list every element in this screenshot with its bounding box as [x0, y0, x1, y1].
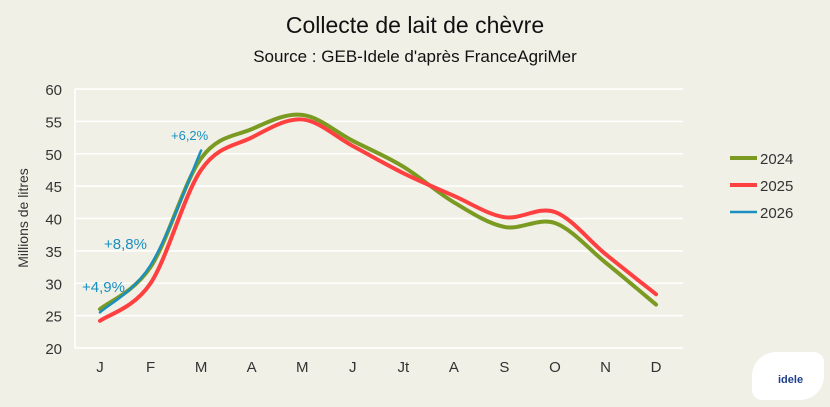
x-tick-label: D: [651, 359, 662, 376]
y-tick-label: 35: [45, 244, 62, 261]
y-tick-label: 55: [45, 114, 62, 131]
y-tick-label: 30: [45, 276, 62, 293]
y-tick-label: 45: [45, 179, 62, 196]
legend-label-2026: 2026: [760, 205, 793, 222]
x-tick-label: N: [600, 359, 611, 376]
legend-label-2025: 2025: [760, 178, 793, 195]
y-tick-label: 25: [45, 309, 62, 326]
x-tick-label: A: [247, 359, 257, 376]
series-line-2026: [98, 149, 203, 314]
y-tick-label: 50: [45, 147, 62, 164]
series-line-2025: [98, 117, 659, 323]
y-tick-label: 60: [45, 82, 62, 99]
y-tick-label: 40: [45, 212, 62, 229]
annotation-label: +4,9%: [82, 279, 125, 296]
y-axis-label: Millions de litres: [15, 168, 31, 268]
annotation-label: +8,8%: [104, 236, 147, 253]
y-tick-label: 20: [45, 341, 62, 358]
x-tick-label: J: [96, 359, 104, 376]
chart-title: Collecte de lait de chèvre: [285, 12, 545, 38]
x-tick-label: F: [146, 359, 155, 376]
idele-logo: idele: [752, 352, 824, 400]
chart-subtitle: Source : GEB-Idele d'après FranceAgriMer: [253, 47, 577, 66]
x-tick-label: M: [195, 359, 208, 376]
x-tick-label: J: [349, 359, 357, 376]
annotation-label: +6,2%: [171, 128, 209, 143]
x-tick-label: Jt: [397, 359, 410, 376]
legend-label-2024: 2024: [760, 151, 793, 168]
x-tick-label: M: [296, 359, 309, 376]
x-tick-label: A: [449, 359, 459, 376]
x-tick-label: O: [549, 359, 561, 376]
x-tick-label: S: [499, 359, 509, 376]
